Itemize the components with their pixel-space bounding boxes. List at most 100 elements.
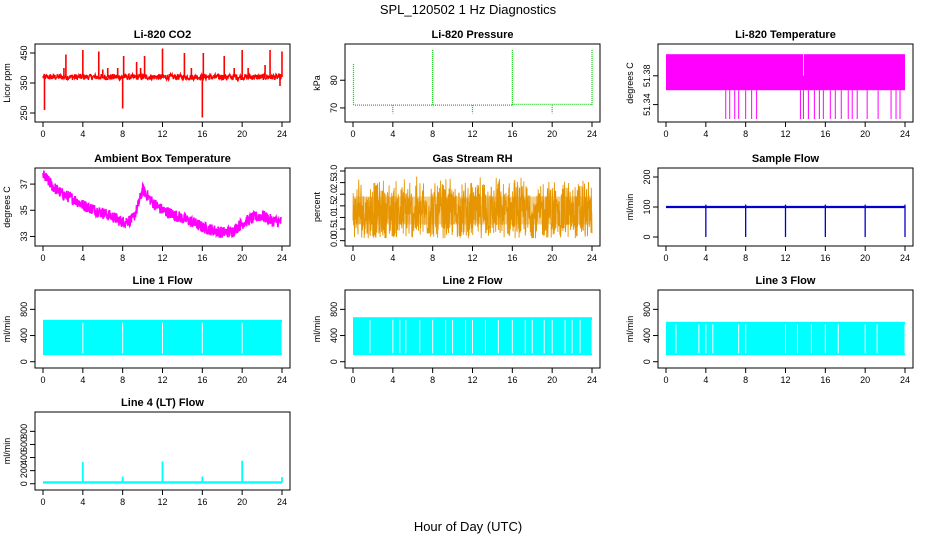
- figure-xlabel: Hour of Day (UTC): [414, 519, 522, 534]
- x-tick-label: 20: [860, 253, 870, 263]
- x-tick-label: 0: [40, 375, 45, 385]
- y-tick-label: 800: [329, 302, 339, 317]
- x-tick-label: 8: [120, 253, 125, 263]
- x-tick-label: 8: [120, 375, 125, 385]
- y-tick-label: 400: [19, 450, 29, 465]
- y-tick-label: 100: [642, 199, 652, 214]
- panel-3: Li-820 Temperature 0 4 8 12 16 20 24 51.34 51.38 d…: [625, 29, 914, 139]
- panel-title: Ambient Box Temperature: [94, 153, 231, 165]
- x-tick-label: 8: [430, 253, 435, 263]
- y-tick-label: 0: [642, 234, 652, 239]
- y-tick-label: 51.34: [642, 93, 652, 116]
- y-axis-label: degrees C: [625, 62, 635, 104]
- x-tick-label: 24: [587, 253, 597, 263]
- x-tick-label: 12: [157, 253, 167, 263]
- y-axis-label: ml/min: [625, 316, 635, 343]
- y-tick-label: 51.38: [642, 65, 652, 88]
- x-tick-label: 8: [120, 497, 125, 507]
- x-tick-label: 12: [467, 375, 477, 385]
- panel-title: Line 3 Flow: [756, 275, 816, 287]
- panel-title: Li-820 Pressure: [432, 29, 514, 41]
- y-tick-label: 200: [642, 169, 652, 184]
- x-tick-label: 0: [350, 375, 355, 385]
- x-tick-label: 0: [40, 129, 45, 139]
- x-tick-label: 4: [703, 129, 708, 139]
- x-tick-label: 8: [430, 129, 435, 139]
- panel-title: Li-820 Temperature: [735, 29, 836, 41]
- panel-7: Line 1 Flow 0 4 8 12 16 20 24 0 400 800 ml/min: [2, 275, 291, 385]
- rh-core-band: [353, 196, 592, 225]
- y-axis-label: ml/min: [2, 316, 12, 343]
- x-tick-label: 16: [820, 375, 830, 385]
- x-tick-label: 12: [780, 129, 790, 139]
- figure-title: SPL_120502 1 Hz Diagnostics: [380, 2, 557, 17]
- x-tick-label: 16: [197, 375, 207, 385]
- y-tick-label: 1.0: [329, 211, 339, 224]
- x-tick-label: 0: [663, 253, 668, 263]
- x-tick-label: 16: [507, 129, 517, 139]
- panel-title: Gas Stream RH: [432, 153, 512, 165]
- panel-title: Line 4 (LT) Flow: [121, 397, 204, 409]
- x-tick-label: 16: [507, 253, 517, 263]
- temperature-band: [666, 54, 905, 91]
- x-tick-label: 20: [237, 497, 247, 507]
- rh-series-line: [352, 176, 593, 239]
- x-tick-label: 16: [820, 253, 830, 263]
- x-tick-label: 20: [860, 375, 870, 385]
- x-tick-label: 8: [743, 375, 748, 385]
- x-tick-label: 24: [277, 375, 287, 385]
- x-tick-label: 20: [237, 253, 247, 263]
- panel-title: Li-820 CO2: [134, 29, 191, 41]
- y-tick-label: 450: [19, 45, 29, 60]
- x-tick-label: 24: [587, 129, 597, 139]
- x-tick-label: 24: [277, 497, 287, 507]
- y-axis-label: percent: [312, 191, 322, 222]
- y-axis-label: Licor ppm: [2, 63, 12, 103]
- x-tick-label: 24: [900, 129, 910, 139]
- x-tick-label: 12: [780, 375, 790, 385]
- y-tick-label: 200: [19, 463, 29, 478]
- x-tick-label: 8: [743, 129, 748, 139]
- panel-10: Line 4 (LT) Flow 0 4 8 12 16 20 24 0 200400600800…: [2, 397, 291, 507]
- x-tick-label: 20: [860, 129, 870, 139]
- y-axis-label: ml/min: [312, 316, 322, 343]
- x-tick-label: 0: [40, 253, 45, 263]
- y-tick-label: 0: [19, 359, 29, 364]
- panel-5: Gas Stream RH 0 4 8 12 16 20 24 0.00.51.01.52.02…: [312, 153, 601, 263]
- x-tick-label: 0: [350, 129, 355, 139]
- y-tick-label: 35: [19, 205, 29, 215]
- x-tick-label: 12: [157, 375, 167, 385]
- panel-title: Line 1 Flow: [133, 275, 193, 287]
- y-tick-label: 600: [19, 437, 29, 452]
- x-tick-label: 20: [547, 375, 557, 385]
- x-tick-label: 16: [197, 497, 207, 507]
- x-tick-label: 4: [80, 129, 85, 139]
- plot-frame: [344, 43, 601, 123]
- panel-title: Line 2 Flow: [443, 275, 503, 287]
- x-tick-label: 20: [547, 253, 557, 263]
- x-tick-label: 0: [663, 375, 668, 385]
- y-tick-label: 80: [329, 75, 339, 85]
- y-tick-label: 0.5: [329, 223, 339, 236]
- y-tick-label: 0: [19, 481, 29, 486]
- x-tick-label: 12: [157, 497, 167, 507]
- x-tick-label: 8: [120, 129, 125, 139]
- panel-8: Line 2 Flow 0 4 8 12 16 20 24 0 400 800 ml/min: [312, 275, 601, 385]
- y-tick-label: 70: [329, 103, 339, 113]
- y-tick-label: 1.5: [329, 200, 339, 213]
- x-tick-label: 4: [390, 129, 395, 139]
- y-tick-label: 400: [642, 328, 652, 343]
- y-axis-label: degrees C: [2, 186, 12, 228]
- x-tick-label: 16: [820, 129, 830, 139]
- x-tick-label: 20: [237, 129, 247, 139]
- y-tick-label: 0: [642, 359, 652, 364]
- y-axis-label: ml/min: [625, 194, 635, 221]
- x-tick-label: 24: [277, 253, 287, 263]
- x-tick-label: 8: [743, 253, 748, 263]
- y-tick-label: 350: [19, 75, 29, 90]
- y-tick-label: 800: [642, 302, 652, 317]
- x-tick-label: 20: [547, 129, 557, 139]
